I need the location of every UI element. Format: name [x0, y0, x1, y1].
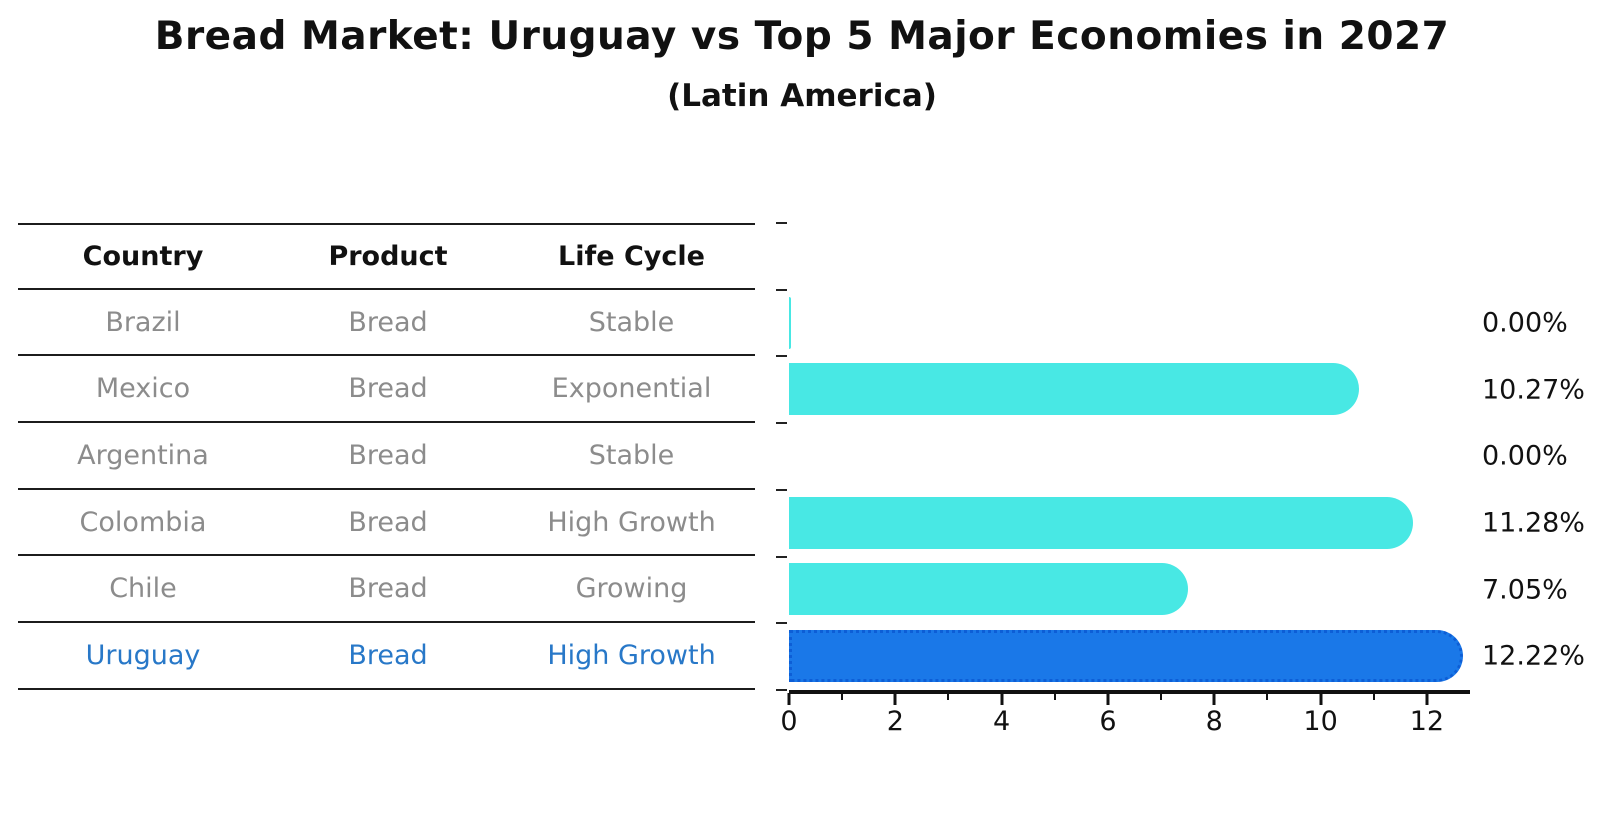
- y-axis-tick: [776, 222, 787, 224]
- x-tick-label: 8: [1205, 706, 1223, 737]
- cell-product: Bread: [348, 573, 428, 605]
- x-axis-tick: 4: [993, 693, 1010, 737]
- bar-row-mexico: 10.27%: [789, 356, 1585, 423]
- cell-life-cycle: High Growth: [547, 639, 716, 671]
- table-header-row: Country Product Life Cycle: [18, 223, 755, 290]
- header-life-cycle: Life Cycle: [558, 240, 705, 272]
- x-axis-spine: [789, 690, 1470, 694]
- cell-product: Bread: [348, 639, 428, 671]
- chart-subtitle: (Latin America): [667, 78, 937, 114]
- table-row: Argentina Bread Stable: [18, 423, 755, 490]
- x-tick-label: 4: [993, 706, 1011, 737]
- cell-country: Chile: [109, 573, 177, 605]
- bar-uruguay: [789, 630, 1463, 683]
- value-label: 0.00%: [1482, 440, 1568, 472]
- y-axis-tick: [776, 555, 787, 558]
- bar-row-argentina: 0.00%: [789, 423, 1568, 490]
- x-axis-minor-tick: [1266, 693, 1269, 700]
- y-axis-tick: [776, 622, 787, 625]
- x-axis-tick: 0: [780, 693, 798, 737]
- cell-product: Bread: [348, 373, 428, 405]
- cell-product: Bread: [348, 439, 428, 471]
- y-axis-tick: [776, 355, 787, 358]
- x-axis-minor-tick: [1160, 693, 1163, 700]
- cell-life-cycle: High Growth: [547, 506, 716, 538]
- x-tick-label: 2: [886, 706, 904, 737]
- table-row: Colombia Bread High Growth: [18, 490, 755, 557]
- cell-life-cycle: Growing: [575, 573, 688, 605]
- chart-title: Bread Market: Uruguay vs Top 5 Major Eco…: [154, 14, 1450, 59]
- x-tick-label: 6: [1099, 706, 1117, 737]
- bar-row-colombia: 11.28%: [789, 490, 1585, 557]
- bar-row-uruguay: 12.22%: [789, 623, 1585, 690]
- x-tick-label: 0: [780, 706, 798, 737]
- x-axis-minor-tick: [1372, 693, 1375, 700]
- cell-life-cycle: Stable: [588, 306, 675, 338]
- cell-product: Bread: [348, 506, 428, 538]
- x-axis-tick: 8: [1206, 693, 1223, 737]
- y-axis-tick: [776, 288, 787, 291]
- y-axis-tick: [776, 688, 787, 691]
- bars-container: 0.00% 10.27% 0.00% 11.28% 7.05% 12.22%: [789, 290, 1585, 690]
- cell-country: Colombia: [79, 506, 207, 538]
- table-row: Mexico Bread Exponential: [18, 356, 755, 424]
- x-axis-tick: 12: [1410, 693, 1444, 737]
- bar-row-chile: 7.05%: [789, 556, 1568, 623]
- bar-brazil: [789, 296, 791, 349]
- cell-country: Argentina: [77, 439, 209, 471]
- table-row: Brazil Bread Stable: [18, 290, 755, 357]
- x-axis-tick: 2: [887, 693, 904, 737]
- header-country: Country: [82, 240, 204, 272]
- bar-colombia: [789, 496, 1413, 549]
- x-axis-minor-tick: [1053, 693, 1056, 700]
- cell-life-cycle: Stable: [588, 439, 675, 471]
- x-axis-tick: 6: [1099, 693, 1117, 737]
- bar-mexico: [789, 363, 1359, 416]
- summary-table: Country Product Life Cycle Brazil Bread …: [18, 223, 755, 690]
- bar-plot-area: 0.00% 10.27% 0.00% 11.28% 7.05% 12.22%: [776, 222, 1585, 691]
- cell-country: Mexico: [95, 373, 191, 405]
- value-label: 0.00%: [1482, 307, 1568, 339]
- value-label: 10.27%: [1482, 374, 1585, 406]
- y-axis-tick: [776, 422, 787, 425]
- cell-product: Bread: [348, 306, 428, 338]
- x-axis-minor-tick: [947, 693, 950, 700]
- cell-life-cycle: Exponential: [551, 373, 712, 405]
- value-label: 7.05%: [1482, 574, 1568, 606]
- bar-chile: [789, 563, 1188, 616]
- cell-country: Uruguay: [85, 639, 201, 671]
- table-row: Chile Bread Growing: [18, 556, 755, 624]
- x-axis-minor-tick: [841, 693, 844, 700]
- value-label: 11.28%: [1482, 507, 1585, 539]
- y-axis-tick: [776, 488, 787, 491]
- bar-row-brazil: 0.00%: [789, 290, 1568, 357]
- x-tick-label: 12: [1409, 706, 1445, 737]
- value-label: 12.22%: [1482, 640, 1585, 672]
- x-axis: 0 2 4 6 8 10 12: [780, 690, 1470, 750]
- x-axis-tick: 10: [1303, 693, 1338, 737]
- x-tick-label: 10: [1303, 706, 1338, 737]
- cell-country: Brazil: [105, 306, 181, 338]
- header-product: Product: [328, 240, 448, 272]
- table-row-uruguay: Uruguay Bread High Growth: [18, 623, 755, 690]
